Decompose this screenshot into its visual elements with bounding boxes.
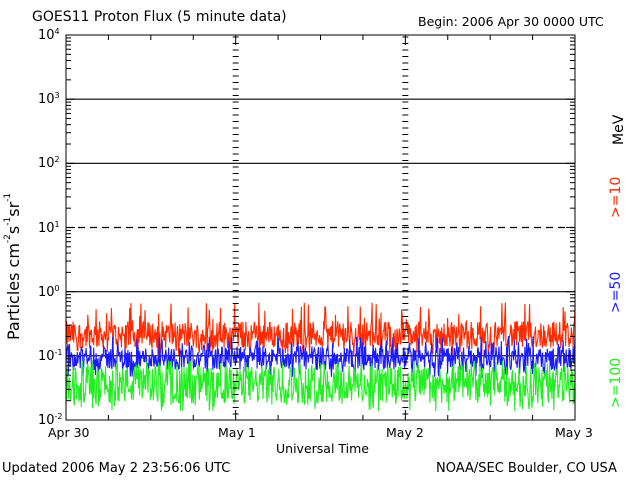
x-tick-label: May 3 [555, 425, 593, 440]
y-axis-label-s: s [4, 225, 23, 235]
credit-text: NOAA/SEC Boulder, CO USA [436, 461, 617, 476]
y-tick-exp: -2 [54, 412, 63, 421]
legend-entry-100mev: >=100 [608, 357, 624, 408]
y-tick-exp: 0 [54, 283, 60, 293]
y-axis-label-base: Particles cm [4, 243, 23, 340]
y-tick-label: 104 [38, 27, 60, 43]
updated-timestamp: Updated 2006 May 2 23:56:06 UTC [2, 461, 231, 476]
y-axis-label: Particles cm-2s-1sr-1 [3, 192, 23, 340]
y-tick-exp: 2 [54, 155, 60, 165]
x-tick-label: Apr 30 [48, 425, 90, 440]
y-tick-label: 103 [38, 91, 60, 108]
legend-unit: MeV [611, 114, 627, 145]
y-tick-base: 10 [38, 413, 55, 428]
x-axis-label: Universal Time [276, 441, 369, 456]
y-tick-base: 10 [38, 220, 55, 236]
y-axis-label-exp: -1 [3, 216, 13, 226]
y-tick-label: 10-1 [38, 347, 63, 364]
series-line-50mev [65, 336, 576, 378]
y-axis-label-exp: -2 [3, 234, 13, 244]
y-tick-label: 102 [38, 155, 60, 172]
y-tick-label: 10-2 [38, 412, 63, 428]
x-tick-label: May 1 [218, 425, 256, 440]
y-tick-label: 101 [38, 219, 60, 236]
y-tick-base: 10 [38, 28, 55, 43]
chart-title: GOES11 Proton Flux (5 minute data) [32, 9, 287, 25]
y-tick-exp: 4 [54, 27, 60, 36]
legend-entry-10mev: >=10 [608, 176, 624, 218]
y-axis-label-sr: sr [4, 201, 23, 217]
y-tick-base: 10 [38, 92, 55, 108]
y-tick-base: 10 [38, 348, 55, 364]
y-tick-label: 100 [38, 283, 60, 300]
y-tick-exp: -1 [54, 347, 63, 357]
y-axis-label-exp: -1 [3, 192, 13, 202]
series-line-10mev [65, 302, 576, 357]
series-line-100mev [65, 360, 576, 412]
y-tick-exp: 3 [54, 91, 60, 101]
begin-time: Begin: 2006 Apr 30 0000 UTC [418, 14, 604, 29]
y-tick-base: 10 [38, 156, 55, 172]
x-tick-label: May 2 [386, 425, 424, 440]
legend-entry-50mev: >=50 [608, 271, 624, 313]
y-tick-base: 10 [38, 284, 55, 300]
y-tick-exp: 1 [54, 219, 60, 229]
